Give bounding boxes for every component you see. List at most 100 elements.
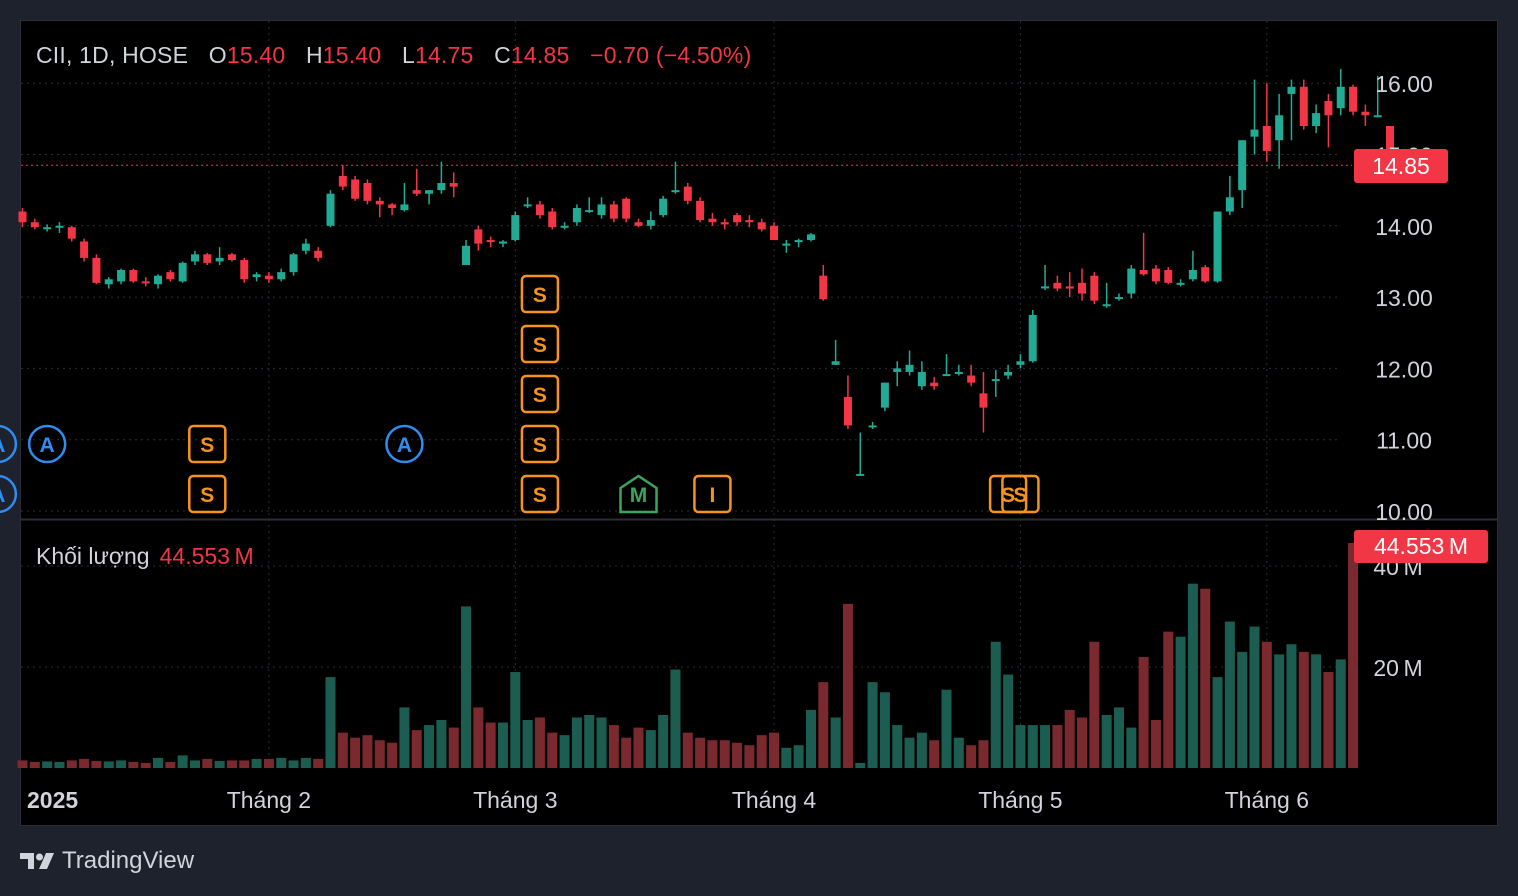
tradingview-brand[interactable]: TradingView <box>20 846 194 876</box>
candle-body <box>979 393 988 408</box>
candle-body <box>930 382 939 387</box>
candle-body <box>794 240 803 243</box>
marker-label: S <box>533 334 547 357</box>
candle <box>252 272 261 282</box>
volume-bar <box>892 725 903 768</box>
candle-body <box>1016 361 1025 365</box>
candle-body <box>1238 140 1247 191</box>
candle-body <box>55 225 64 228</box>
candle-body <box>868 425 877 428</box>
volume-bar <box>855 762 866 768</box>
candle <box>917 361 926 390</box>
event-markers[interactable]: AAASSASSSSSMISS <box>0 274 1040 514</box>
candle <box>1336 68 1345 116</box>
volume-bar <box>1064 709 1075 768</box>
volume-bar <box>66 760 77 768</box>
candle <box>609 200 618 223</box>
candle <box>400 183 409 212</box>
candle <box>190 250 199 266</box>
candle <box>511 211 520 242</box>
volume-bar <box>1077 717 1088 768</box>
candle <box>141 277 150 287</box>
marker-label: S <box>533 484 547 507</box>
volume-bar <box>1138 656 1149 768</box>
marker-label: S <box>1013 484 1027 507</box>
candle-body <box>733 215 742 223</box>
candle-body <box>893 368 902 372</box>
volume-bar <box>1274 654 1285 768</box>
candle-body <box>757 222 766 230</box>
volume-bar <box>966 745 977 768</box>
candle <box>363 179 372 205</box>
candle-body <box>1373 115 1382 118</box>
candle <box>117 268 126 285</box>
candle <box>794 238 803 248</box>
candle-body <box>190 254 199 262</box>
candle-body <box>80 241 89 258</box>
time-tick-label: Tháng 4 <box>732 787 817 813</box>
candle <box>1361 104 1370 126</box>
volume-bar <box>17 760 28 768</box>
event-marker-a: A <box>0 424 18 464</box>
candle <box>893 361 902 387</box>
candle <box>227 252 236 262</box>
candle-body <box>1349 86 1358 112</box>
candle <box>388 202 397 216</box>
candle <box>18 207 27 228</box>
candle-body <box>30 222 39 228</box>
candle-body <box>560 225 569 228</box>
candle <box>129 268 138 283</box>
marker-shape <box>619 474 658 514</box>
price-tick-label: 16.00 <box>1375 71 1433 97</box>
marker-label: I <box>709 484 715 507</box>
price-tick-label: 12.00 <box>1375 356 1433 382</box>
volume-bar <box>670 669 681 768</box>
candle-body <box>1078 282 1087 294</box>
candle <box>1176 279 1185 287</box>
volume-label: Khối lượng <box>36 543 150 569</box>
candle <box>646 211 655 230</box>
candle-body <box>535 204 544 216</box>
candle <box>462 240 471 266</box>
volume-bar <box>879 692 890 768</box>
volume-bar <box>485 722 496 768</box>
candle-body <box>1262 125 1271 151</box>
candle <box>1078 268 1087 301</box>
volume-bar <box>29 761 40 768</box>
volume-bar <box>805 709 816 768</box>
candle-body <box>622 198 631 219</box>
volume-bar <box>42 761 53 768</box>
candle <box>782 240 791 253</box>
symbol-label[interactable]: CII, 1D, HOSE <box>36 42 189 68</box>
price-tick-label: 13.00 <box>1375 285 1433 311</box>
candle-body <box>449 183 458 187</box>
time-tick-label: Tháng 6 <box>1225 787 1309 813</box>
volume-bar <box>559 735 570 768</box>
candle <box>720 218 729 230</box>
candle-body <box>659 198 668 216</box>
volume-bar <box>177 755 188 768</box>
marker-label: S <box>200 484 214 507</box>
candle <box>104 277 113 289</box>
volume-bar <box>1113 707 1124 768</box>
candle <box>498 240 507 248</box>
candle <box>1004 364 1013 380</box>
candle-body <box>770 225 779 241</box>
event-marker-s: S <box>1001 474 1040 514</box>
candle-body <box>314 250 323 258</box>
event-marker-i: I <box>693 474 732 514</box>
volume-bar <box>658 714 669 768</box>
volume-bar <box>325 677 336 768</box>
candle <box>930 376 939 390</box>
low-key: L <box>401 42 415 68</box>
candle-body <box>1213 211 1222 282</box>
candle-body <box>43 227 52 230</box>
candle-body <box>1361 111 1370 116</box>
event-marker-s: S <box>188 424 227 464</box>
candle-body <box>1114 297 1123 300</box>
volume-bar <box>214 760 225 768</box>
marker-shape <box>0 474 18 514</box>
volume-bar <box>399 707 410 768</box>
